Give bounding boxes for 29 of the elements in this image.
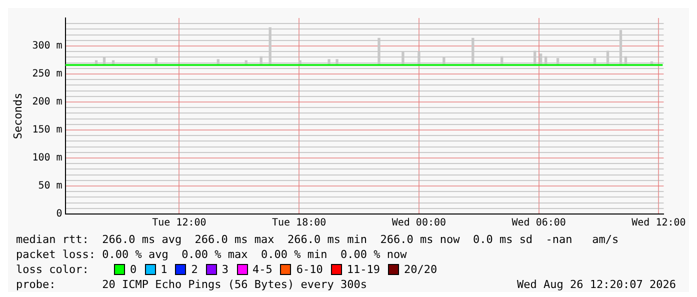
x-tick-label: Tue 12:00 xyxy=(152,218,206,229)
x-tick-label: Tue 18:00 xyxy=(272,218,326,229)
text: 11-19 xyxy=(346,262,380,277)
text: 1 xyxy=(160,262,168,277)
bar xyxy=(619,30,622,66)
text: loss color: xyxy=(16,262,90,277)
text: 4-5 xyxy=(252,262,272,277)
x-tick-label: Wed 06:00 xyxy=(512,218,566,229)
y-tick-label: 200 m xyxy=(32,96,62,108)
bar xyxy=(378,38,380,66)
x-tick-label: Wed 00:00 xyxy=(392,218,446,229)
y-tick-label: 50 m xyxy=(38,180,62,192)
y-tick-label: 150 m xyxy=(32,124,62,136)
bar xyxy=(268,27,272,66)
text: 3 xyxy=(222,262,228,277)
y-axis-title: Seconds xyxy=(11,92,24,140)
text: median rtt: 266.0 ms avg 266.0 ms max 266.0 ms min 266.0 ms now 0.0 ms sd -nan am/s xyxy=(16,232,620,247)
text: 0 xyxy=(130,262,137,277)
text: Wed Aug 26 12:20:07 2026 xyxy=(517,277,676,292)
y-tick-label: 300 m xyxy=(32,40,62,52)
text: probe: 20 ICMP Echo Pings (56 Bytes) every 300s xyxy=(16,277,367,292)
text: 2 xyxy=(191,262,198,277)
text: 20/20 xyxy=(404,262,438,277)
x-tick-label: Wed 12:00 xyxy=(632,218,686,229)
y-tick-label: 250 m xyxy=(32,68,62,80)
y-tick-label: 100 m xyxy=(32,152,62,164)
text: packet loss: 0.00 % avg 0.00 % max 0.00 % min 0.00 % now xyxy=(16,247,408,262)
y-tick-label: 0 xyxy=(56,208,62,220)
text: 6-10 xyxy=(296,262,323,277)
